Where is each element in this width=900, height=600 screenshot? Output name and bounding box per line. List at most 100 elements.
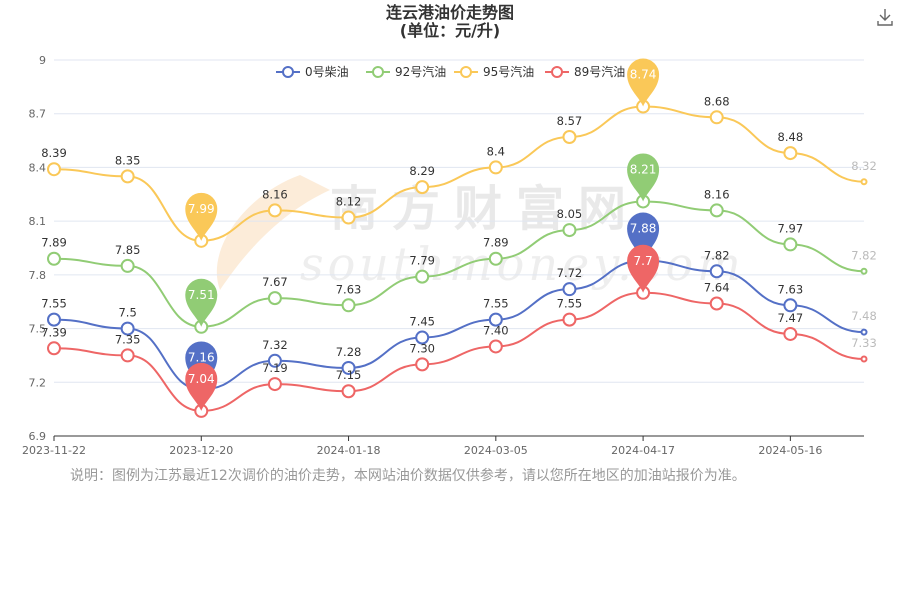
data-point	[415, 330, 430, 345]
data-point	[488, 339, 503, 354]
data-point	[709, 110, 724, 125]
data-point	[783, 298, 798, 313]
data-point	[47, 162, 61, 177]
axes: 6.9 7.2 7.5 7.8 8.1 8.4 8.7 9 2023-11-22 2023-12-…	[22, 54, 864, 457]
legend[interactable]: 0号柴油 92号汽油 95号汽油 89号汽油	[276, 64, 625, 79]
data-point	[415, 357, 430, 372]
pin-label: 7.04	[188, 372, 215, 386]
pin-shape	[627, 212, 660, 261]
data-label: 7.5	[118, 306, 136, 320]
data-point	[120, 169, 135, 184]
data-point	[783, 146, 798, 161]
data-label: 7.64	[704, 281, 730, 295]
data-label: 7.15	[336, 368, 362, 382]
data-label: 7.30	[409, 341, 435, 355]
watermark-text-cn: 南方财富网	[330, 181, 640, 237]
data-point	[341, 384, 356, 399]
pin-label: 7.7	[634, 254, 653, 268]
watermark: 南方财富网 southmoney.com	[216, 175, 745, 291]
pin-shape	[627, 58, 660, 107]
watermark-logo	[216, 175, 330, 290]
data-point	[488, 160, 503, 175]
y-tick-label: 6.9	[29, 430, 47, 443]
series-line-2	[53, 105, 865, 242]
pin-shape	[627, 153, 660, 202]
data-label: 8.57	[557, 114, 583, 128]
pins-layer: 7.16 7.88 7.51 8.21 7.99 8.74 7.04 7.7	[185, 58, 660, 411]
legend-swatch-circle	[460, 66, 472, 78]
data-point	[709, 264, 724, 279]
data-point	[562, 282, 577, 297]
grid-lines	[54, 59, 864, 383]
chart-note: 说明：图例为江苏最近12次调价的油价走势，本网站油价数据仅供参考，请以您所在地区…	[70, 468, 746, 484]
legend-label: 89号汽油	[574, 64, 625, 79]
data-label: 7.39	[41, 325, 67, 339]
legend-label: 0号柴油	[305, 65, 349, 79]
data-point	[562, 129, 577, 144]
data-label: 8.68	[704, 94, 730, 108]
data-label: 8.48	[778, 130, 804, 144]
watermark-text-en: southmoney.com	[300, 237, 745, 291]
legend-swatch-circle	[551, 66, 563, 78]
data-label: 8.4	[487, 144, 505, 158]
x-tick-label: 2024-03-05	[464, 444, 528, 457]
x-tick-label: 2023-11-22	[22, 444, 86, 457]
data-point	[709, 296, 724, 311]
data-label: 8.32	[851, 159, 877, 173]
legend-item-2[interactable]: 95号汽油	[454, 64, 534, 79]
legend-label: 95号汽油	[483, 64, 534, 79]
data-point	[120, 321, 135, 336]
pin-marker: 8.21	[627, 153, 660, 202]
data-label: 7.28	[336, 345, 362, 359]
data-label: 7.85	[115, 243, 141, 257]
data-point	[341, 360, 356, 375]
pin-label: 8.21	[630, 162, 657, 176]
download-icon[interactable]	[874, 6, 896, 28]
legend-item-0[interactable]: 0号柴油	[276, 65, 349, 79]
pin-label: 7.99	[188, 202, 215, 216]
data-label: 8.12	[336, 195, 362, 209]
data-point	[860, 328, 868, 336]
data-label: 7.67	[262, 275, 288, 289]
x-tick-label: 2024-01-18	[317, 444, 381, 457]
data-label: 7.45	[409, 315, 435, 329]
x-tick-label: 2023-12-20	[169, 444, 233, 457]
data-label: 7.55	[483, 297, 509, 311]
data-point	[783, 237, 798, 252]
data-label: 7.19	[262, 361, 288, 375]
y-tick-label: 8.7	[29, 108, 47, 121]
pin-label: 7.51	[188, 288, 215, 302]
x-tick-label: 2024-04-17	[611, 444, 675, 457]
pin-label: 7.88	[630, 222, 657, 236]
legend-swatch-circle	[372, 66, 384, 78]
data-label: 7.33	[851, 336, 877, 350]
data-label: 7.79	[409, 254, 435, 268]
data-labels: 7.55 7.5 7.32 7.28 7.45 7.55 7.72 7.82 7.63 7.48 7…	[41, 94, 877, 382]
data-point	[267, 291, 282, 306]
pin-marker: 8.74	[627, 58, 660, 107]
data-point	[860, 178, 868, 186]
data-point	[267, 203, 282, 218]
y-tick-label: 9	[39, 54, 46, 67]
data-point	[783, 326, 798, 341]
data-point	[562, 223, 577, 238]
data-label: 7.32	[262, 338, 288, 352]
data-point	[341, 210, 356, 225]
legend-swatch-circle	[282, 66, 294, 78]
data-label: 8.05	[557, 207, 583, 221]
data-point	[709, 203, 724, 218]
pin-shape	[185, 362, 218, 411]
data-label: 8.16	[704, 187, 730, 201]
legend-item-3[interactable]: 89号汽油	[545, 64, 625, 79]
data-label: 7.40	[483, 323, 509, 337]
y-tick-label: 7.2	[29, 376, 47, 389]
pin-label: 7.16	[188, 350, 215, 364]
data-label: 7.82	[704, 248, 730, 262]
data-point	[488, 312, 503, 327]
legend-item-1[interactable]: 92号汽油	[366, 64, 446, 79]
y-tick-label: 7.5	[29, 323, 47, 336]
data-label: 7.97	[778, 221, 804, 235]
data-label: 8.16	[262, 187, 288, 201]
data-label: 7.72	[557, 266, 583, 280]
data-point	[120, 348, 135, 363]
